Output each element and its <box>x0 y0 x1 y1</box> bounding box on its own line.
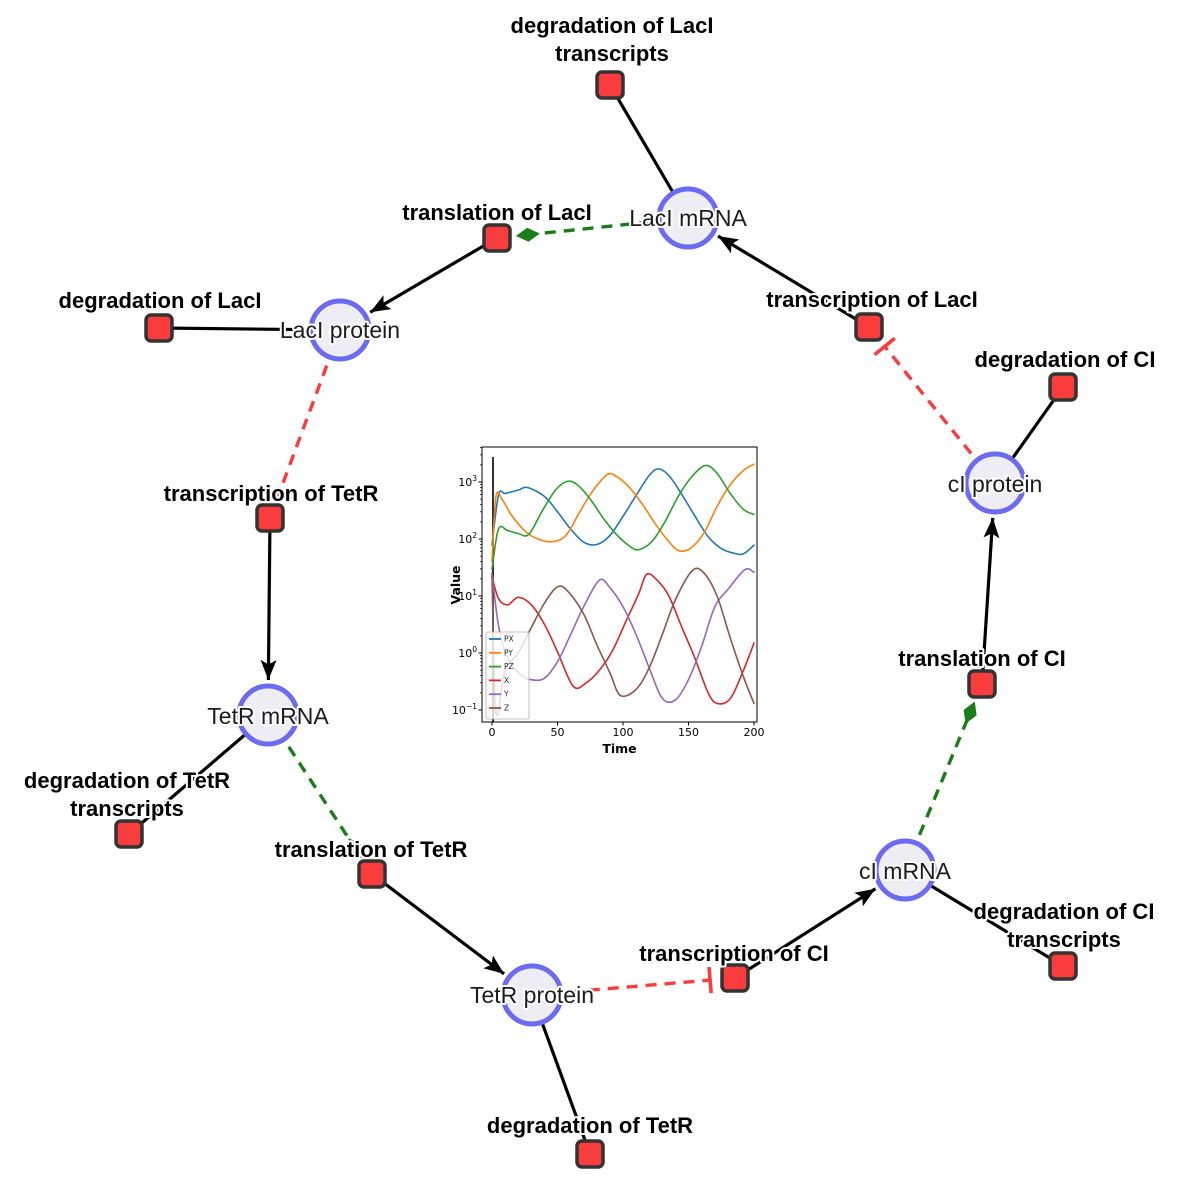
y-axis-label: Value <box>450 565 463 604</box>
y-tick-label: 101 <box>458 588 477 603</box>
reaction-node-translation-ci <box>967 669 997 699</box>
species-node-tetr-protein <box>500 963 564 1027</box>
species-node-ci-mrna <box>873 838 937 902</box>
reaction-label-translation-ci: translation of CI <box>898 646 1065 671</box>
x-tick-label: 0 <box>489 726 496 739</box>
legend-label-PX: PX <box>504 635 514 644</box>
y-tick-label: 100 <box>458 645 477 660</box>
modifier-arrowhead <box>515 227 540 242</box>
inhibition-tbar <box>707 966 713 994</box>
reaction-label-degradation-tetr: degradation of TetR <box>487 1113 693 1138</box>
species-label-ci-protein: cI protein <box>948 471 1043 497</box>
species-label-tetr-mrna: TetR mRNA <box>207 703 329 729</box>
arrowhead <box>483 955 505 974</box>
reaction-node-translation-laci <box>482 223 512 253</box>
reaction-label-degradation-tetr-transcripts: transcripts <box>70 796 184 821</box>
edge-translation-laci-laci-protein <box>369 236 498 314</box>
y-tick-label: 10−1 <box>452 702 477 717</box>
inset-chart: 10−1 100 101 102 103 0 50 100 150 200 Time Value PX P… <box>448 435 775 765</box>
reaction-label-degradation-laci-transcripts: degradation of LacI <box>511 13 714 38</box>
edge-transcription-tetr-tetr-mrna <box>266 517 272 681</box>
reaction-label-degradation-laci-transcripts: transcripts <box>555 41 669 66</box>
species-node-tetr-mrna <box>236 683 300 747</box>
series-PY <box>491 463 755 563</box>
reaction-label-degradation-ci-transcripts: degradation of CI <box>974 899 1155 924</box>
x-tick-label: 150 <box>678 726 699 739</box>
x-tick-label: 50 <box>551 726 565 739</box>
reaction-label-degradation-ci: degradation of CI <box>975 347 1156 372</box>
legend-label-Y: Y <box>503 690 509 699</box>
arrowhead <box>370 295 392 313</box>
reaction-node-degradation-laci <box>144 313 174 343</box>
reaction-node-transcription-ci <box>720 963 750 993</box>
legend-label-Z: Z <box>504 704 509 713</box>
reaction-node-transcription-laci <box>854 312 884 342</box>
species-node-laci-protein <box>308 298 372 362</box>
reaction-node-translation-tetr <box>357 859 387 889</box>
species-node-ci-protein <box>963 451 1027 515</box>
modifier-arrowhead <box>963 701 977 724</box>
axes-frame <box>481 446 758 723</box>
y-tick-label: 103 <box>458 474 477 489</box>
reaction-label-translation-tetr: translation of TetR <box>275 837 468 862</box>
species-label-tetr-protein: TetR protein <box>470 982 594 1008</box>
reaction-label-degradation-ci-transcripts: transcripts <box>1007 927 1121 952</box>
reaction-label-degradation-tetr-transcripts: degradation of TetR <box>24 768 230 793</box>
reaction-node-degradation-tetr <box>575 1139 605 1169</box>
reaction-label-transcription-ci: transcription of CI <box>639 941 828 966</box>
modifier-arrowhead <box>348 838 362 859</box>
reaction-label-transcription-laci: transcription of LacI <box>766 287 977 312</box>
simulation-plot: 10−1 100 101 102 103 0 50 100 150 200 Time Value PX P… <box>448 435 775 765</box>
x-tick-label: 200 <box>744 726 765 739</box>
edge-transcription-ci-ci-mrna <box>734 887 877 980</box>
edge-translation-ci-ci-protein <box>980 517 995 685</box>
x-tick-label: 100 <box>613 726 634 739</box>
reaction-label-degradation-laci: degradation of LacI <box>59 288 262 313</box>
series-PZ <box>491 464 755 570</box>
reaction-node-degradation-ci <box>1048 372 1078 402</box>
reaction-node-transcription-tetr <box>255 503 285 533</box>
species-label-laci-protein: LacI protein <box>280 317 400 343</box>
reaction-node-degradation-laci-transcripts <box>595 70 625 100</box>
species-label-ci-mrna: cI mRNA <box>859 858 952 884</box>
reaction-label-transcription-tetr: transcription of TetR <box>164 481 379 506</box>
y-tick-label: 102 <box>458 531 477 546</box>
series-X <box>491 572 755 705</box>
arrowhead <box>854 888 876 907</box>
reaction-node-degradation-ci-transcripts <box>1048 951 1078 981</box>
legend-box <box>485 631 530 720</box>
series-PX <box>491 468 755 556</box>
edge-transcription-laci-laci-mrna <box>717 234 870 329</box>
species-label-laci-mrna: LacI mRNA <box>629 205 747 231</box>
species-node-laci-mrna <box>656 186 720 250</box>
legend-label-X: X <box>504 676 509 685</box>
x-axis-label: Time <box>602 741 636 756</box>
legend-label-PZ: PZ <box>504 662 514 671</box>
arrowhead <box>260 659 277 681</box>
arrowhead <box>717 236 740 254</box>
reaction-label-translation-laci: translation of LacI <box>402 200 591 225</box>
arrowhead <box>983 517 1000 539</box>
reaction-node-degradation-tetr-transcripts <box>114 819 144 849</box>
inhibition-tbar <box>265 488 292 501</box>
inhibition-tbar <box>873 336 896 357</box>
legend-label-PY: PY <box>504 648 513 657</box>
edge-translation-tetr-tetr-protein <box>371 872 506 976</box>
